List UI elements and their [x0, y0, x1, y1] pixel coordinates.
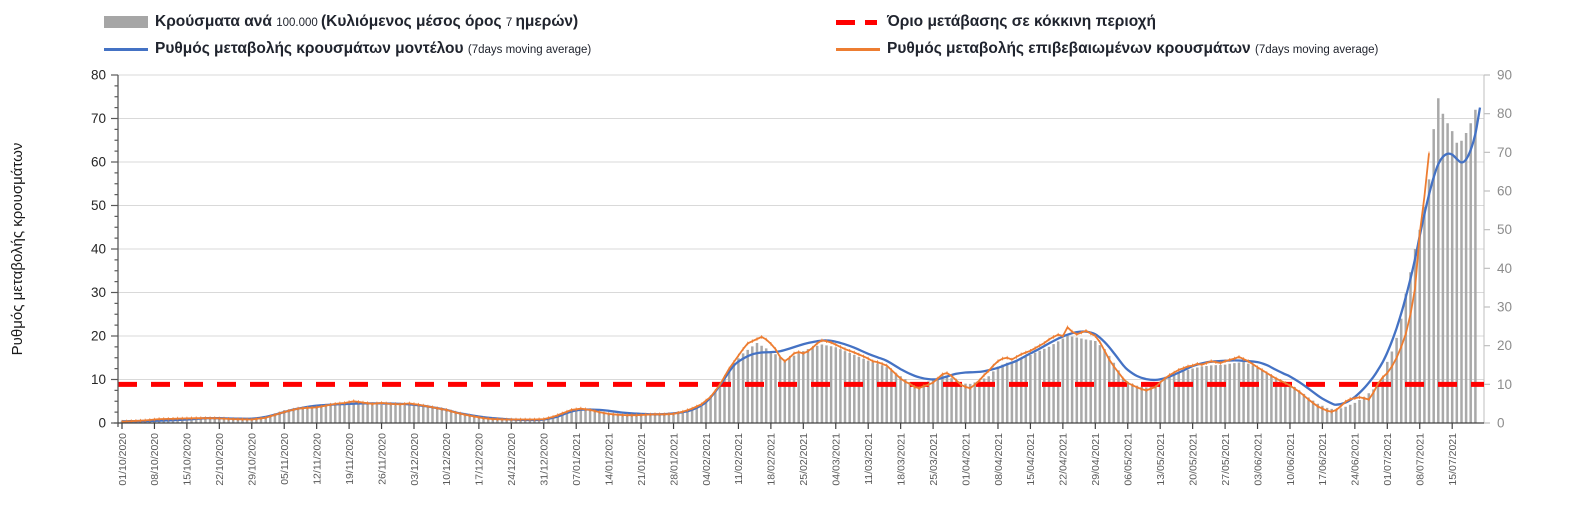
x-tick-date-label: 08/10/2020: [149, 433, 161, 486]
legend-right-column: Όριο μετάβασης σε κόκκινη περιοχή Ρυθμός…: [836, 8, 1378, 62]
x-tick-date-label: 21/01/2021: [636, 433, 648, 486]
bar-swatch-icon: [104, 14, 148, 30]
y-right-tick-label: 30: [1497, 300, 1512, 315]
x-tick-date-label: 22/10/2020: [214, 433, 226, 486]
x-tick-date-label: 24/12/2020: [506, 433, 518, 486]
confirmed-rate-markers: [121, 151, 1430, 424]
x-tick-date-label: 29/10/2020: [247, 433, 259, 486]
y-right-tick-label: 90: [1497, 68, 1512, 83]
x-tick-date-label: 20/05/2021: [1187, 433, 1199, 486]
legend-left-column: Κρούσματα ανά 100.000 (Κυλιόμενος μέσος …: [104, 8, 591, 62]
x-tick-date-label: 04/02/2021: [701, 433, 713, 486]
y-right-tick-label: 20: [1497, 338, 1512, 353]
y-right-tick-label: 80: [1497, 106, 1512, 121]
x-tick-date-label: 03/06/2021: [1252, 433, 1264, 486]
y-left-tick-label: 20: [91, 329, 106, 344]
y-right-tick-label: 70: [1497, 145, 1512, 160]
x-tick-date-label: 28/01/2021: [668, 433, 680, 486]
x-tick-date-label: 24/06/2021: [1350, 433, 1362, 486]
x-tick-date-label: 07/01/2021: [571, 433, 583, 486]
x-tick-date-label: 01/10/2020: [117, 433, 129, 486]
y-left-tick-label: 60: [91, 155, 106, 170]
x-tick-date-label: 25/03/2021: [928, 433, 940, 486]
y-left-tick-label: 0: [98, 416, 106, 431]
red-dash-icon: [836, 14, 880, 30]
x-tick-date-label: 25/02/2021: [798, 433, 810, 486]
x-tick-date-label: 22/04/2021: [1058, 433, 1070, 486]
x-axis: 01/10/2020 08/10/2020 15/10/2020 22/10/2020…: [117, 423, 1459, 486]
x-tick-date-label: 13/05/2021: [1155, 433, 1167, 486]
x-tick-date-label: 29/04/2021: [1090, 433, 1102, 486]
x-tick-date-label: 11/03/2021: [863, 433, 875, 485]
x-tick-date-label: 08/07/2021: [1415, 433, 1427, 486]
y-axis-left: 0 10 20 30 40 50 60 70 80: [91, 68, 118, 431]
x-tick-date-label: 27/05/2021: [1220, 433, 1232, 486]
y-right-tick-label: 50: [1497, 222, 1512, 237]
y-left-tick-label: 50: [91, 198, 106, 213]
x-tick-date-label: 19/11/2020: [344, 433, 356, 485]
x-tick-date-label: 15/10/2020: [182, 433, 194, 486]
y-left-tick-label: 80: [91, 68, 106, 83]
x-tick-date-label: 10/12/2020: [441, 433, 453, 486]
y-right-tick-label: 60: [1497, 184, 1512, 199]
y-left-tick-label: 40: [91, 242, 106, 257]
y-left-tick-label: 30: [91, 285, 106, 300]
legend-item-model-rate: Ρυθμός μεταβολής κρουσμάτων μοντέλου (7d…: [104, 35, 591, 62]
x-tick-date-label: 03/12/2020: [409, 433, 421, 486]
orange-line-icon: [836, 41, 880, 57]
legend-item-red-zone-threshold: Όριο μετάβασης σε κόκκινη περιοχή: [836, 8, 1378, 35]
y-right-tick-label: 10: [1497, 377, 1512, 392]
x-tick-date-label: 17/06/2021: [1317, 433, 1329, 486]
legend-item-cases-per-100k: Κρούσματα ανά 100.000 (Κυλιόμενος μέσος …: [104, 8, 591, 35]
legend-label-cases-per-100k: Κρούσματα ανά 100.000 (Κυλιόμενος μέσος …: [155, 12, 579, 30]
x-tick-date-label: 08/04/2021: [993, 433, 1005, 486]
legend-label-model-rate: Ρυθμός μεταβολής κρουσμάτων μοντέλου (7d…: [155, 39, 592, 57]
x-tick-date-label: 14/01/2021: [604, 433, 616, 486]
x-tick-date-label: 11/02/2021: [733, 433, 745, 485]
blue-line-icon: [104, 41, 148, 57]
model-rate-line: [121, 107, 1482, 423]
y-left-tick-label: 70: [91, 111, 106, 126]
y-right-tick-label: 40: [1497, 261, 1512, 276]
y-left-tick-label: 10: [91, 372, 106, 387]
x-tick-date-label: 10/06/2021: [1285, 433, 1297, 486]
bars-cases-per-100k: [120, 98, 1477, 423]
x-tick-date-label: 04/03/2021: [831, 433, 843, 486]
x-tick-date-label: 18/03/2021: [895, 433, 907, 486]
x-tick-date-label: 31/12/2020: [539, 433, 551, 486]
x-tick-date-label: 15/07/2021: [1447, 433, 1459, 486]
gridlines: [118, 74, 1485, 423]
legend-label-confirmed-rate: Ρυθμός μεταβολής επιβεβαιωμένων κρουσμάτ…: [887, 39, 1379, 57]
x-tick-date-label: 18/02/2021: [766, 433, 778, 486]
legend-item-confirmed-rate: Ρυθμός μεταβολής επιβεβαιωμένων κρουσμάτ…: [836, 35, 1378, 62]
x-tick-date-label: 01/07/2021: [1382, 433, 1394, 486]
x-tick-date-label: 15/04/2021: [1025, 433, 1037, 486]
legend-label-red-zone-threshold: Όριο μετάβασης σε κόκκινη περιοχή: [887, 12, 1157, 30]
x-tick-date-label: 01/04/2021: [960, 433, 972, 486]
x-tick-date-label: 12/11/2020: [312, 433, 324, 485]
x-tick-date-label: 05/11/2020: [279, 433, 291, 485]
y-right-tick-label: 0: [1497, 416, 1505, 431]
y-axis-title: Ρυθμός μεταβολής κρουσμάτων: [9, 143, 26, 356]
x-tick-date-label: 17/12/2020: [474, 433, 486, 486]
x-tick-date-label: 26/11/2020: [376, 433, 388, 485]
x-tick-date-label: 06/05/2021: [1123, 433, 1135, 486]
y-axis-right: 0 10 20 30 40 50 60 70 80 90: [1484, 68, 1512, 431]
